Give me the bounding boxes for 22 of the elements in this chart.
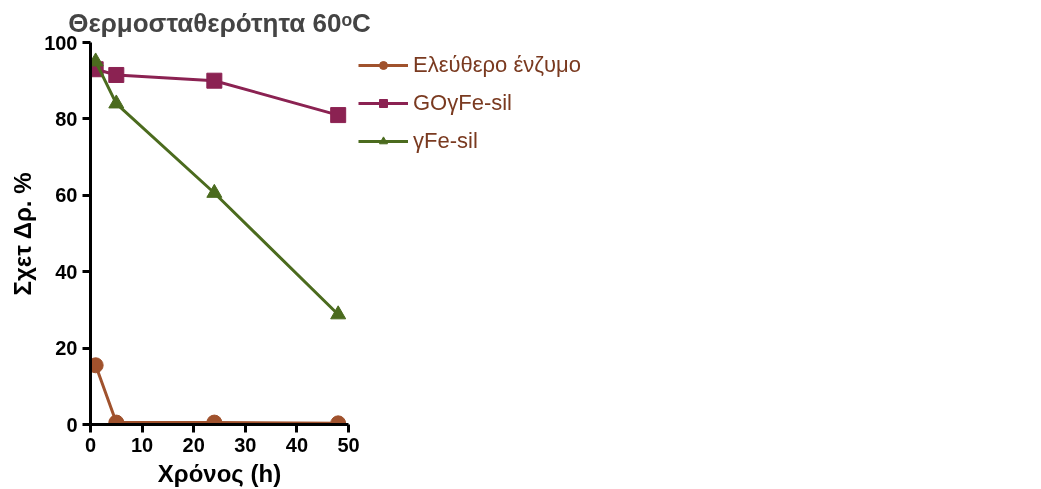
x-tick-label: 20 [182, 433, 205, 456]
y-tick-label: 80 [55, 107, 78, 130]
y-tick-label: 40 [55, 260, 78, 283]
point [206, 72, 223, 89]
x-tick-label: 10 [130, 433, 154, 456]
y-tick-label: 60 [55, 184, 78, 207]
x-tick-label: 50 [337, 433, 360, 456]
legend-label: γFe-sil [413, 128, 478, 154]
x-tick-label: 30 [234, 433, 257, 456]
point [330, 107, 347, 124]
point [330, 305, 347, 320]
x-axis-title: Χρόνος (h) [157, 459, 282, 487]
point [108, 94, 125, 109]
y-axis-title: Σχετ Δρ. % [9, 172, 37, 296]
x-tick-label: 40 [285, 433, 309, 456]
point [206, 183, 223, 198]
y-tick-label: 20 [55, 337, 78, 360]
legend-label: GOγFe-sil [413, 90, 512, 116]
point [108, 66, 125, 83]
x-tick-label: 0 [84, 433, 97, 456]
legend-label: Ελεύθερο ένζυμο [413, 52, 581, 78]
y-tick-label: 0 [66, 413, 78, 436]
